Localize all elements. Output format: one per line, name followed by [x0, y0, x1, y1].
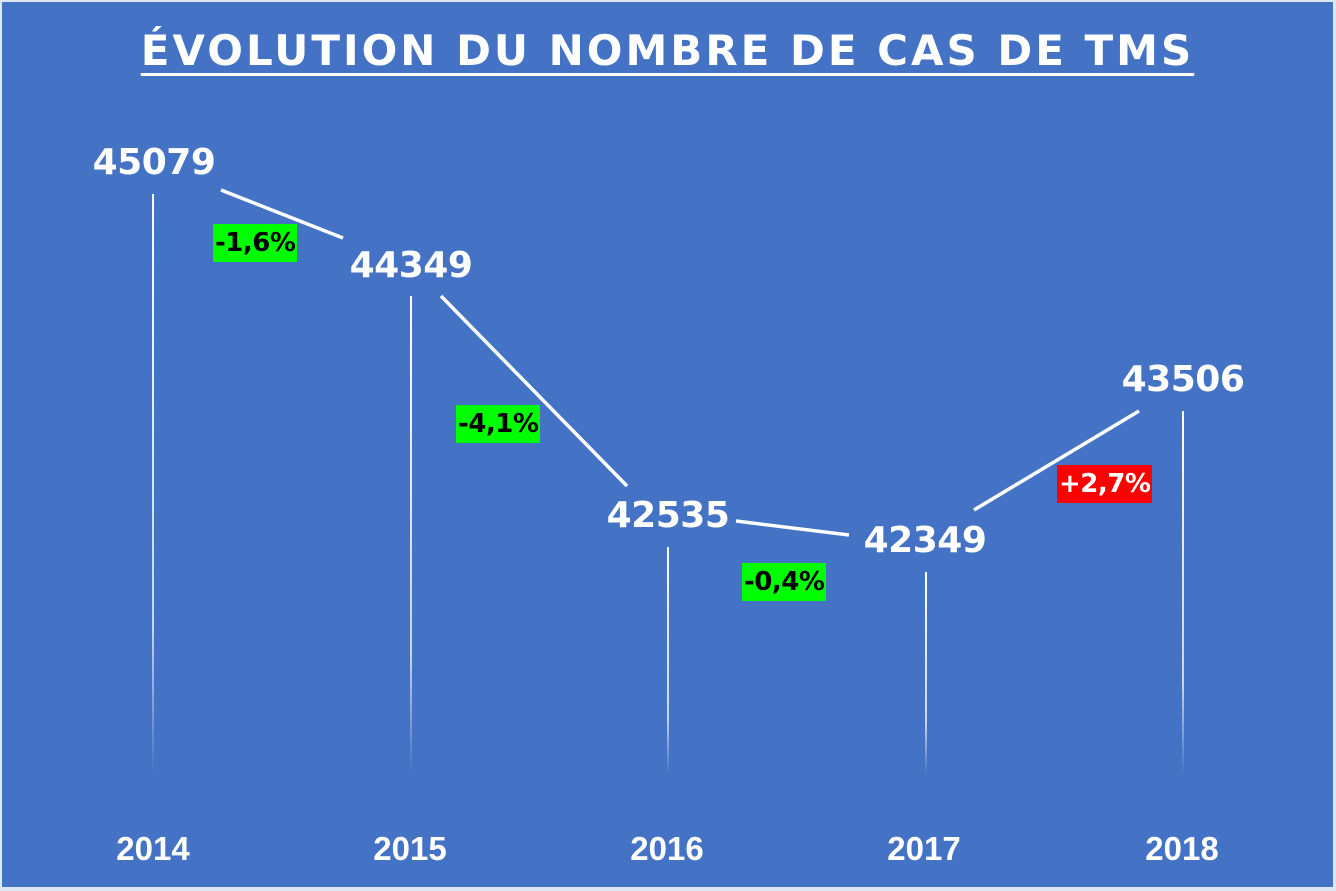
segment-2014-2015: [220, 188, 344, 240]
x-axis-label-2014: 2014: [116, 830, 190, 867]
drop-line-2014: [152, 194, 154, 774]
data-label-2016: 42535: [606, 495, 730, 536]
drop-line-2017: [925, 572, 927, 774]
segment-2017-2018: [973, 409, 1140, 512]
segment-2015-2016: [439, 294, 629, 488]
chart-title-text: ÉVOLUTION DU NOMBRE DE CAS DE TMS: [140, 26, 1195, 75]
change-badge-2015-2016: -4,1%: [456, 405, 541, 443]
data-label-2018: 43506: [1121, 359, 1245, 400]
change-badge-2017-2018: +2,7%: [1057, 465, 1153, 503]
drop-line-2018: [1182, 411, 1184, 774]
data-label-2017: 42349: [863, 520, 987, 561]
x-axis-label-2015: 2015: [373, 830, 447, 867]
x-axis-label-2016: 2016: [630, 830, 704, 867]
chart-title: ÉVOLUTION DU NOMBRE DE CAS DE TMS: [2, 26, 1333, 75]
line-series: [220, 188, 1140, 537]
x-axis-label-2018: 2018: [1145, 830, 1219, 867]
x-axis-label-2017: 2017: [887, 830, 961, 867]
drop-line-2016: [667, 547, 669, 774]
data-label-2014: 45079: [92, 142, 216, 183]
drop-line-2015: [410, 296, 412, 774]
data-label-2015: 44349: [349, 245, 473, 286]
change-badge-2016-2017: -0,4%: [742, 563, 827, 601]
segment-2016-2017: [735, 519, 850, 537]
change-badge-2014-2015: -1,6%: [213, 224, 298, 262]
